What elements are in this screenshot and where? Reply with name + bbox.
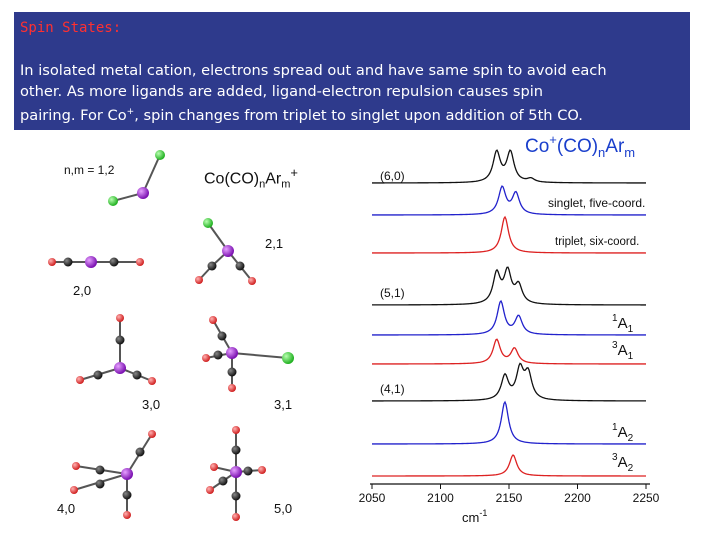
formula-plus: + (290, 165, 298, 180)
x-tick-label: 2100 (427, 491, 454, 505)
molecule-4-0 (70, 430, 156, 519)
formula-m: m (281, 178, 291, 191)
x-tick-label: 2050 (359, 491, 386, 505)
molecule-2-1 (195, 218, 256, 285)
trace-label-5-1: (5,1) (380, 286, 405, 300)
spectrum-trace-4 (372, 266, 646, 306)
structure-label-2-1: 2,1 (265, 236, 284, 251)
body-line-1: In isolated metal cation, electrons spre… (20, 62, 607, 79)
spectrum-trace-3 (372, 215, 647, 254)
header-banner: Spin States: In isolated metal cation, e… (14, 12, 690, 130)
trace-label-4-1: (4,1) (380, 382, 405, 396)
formula-ar: Ar (265, 170, 282, 188)
x-tick-label: 2250 (633, 491, 660, 505)
structure-label-3-0: 3,0 (142, 397, 161, 412)
x-axis-unit: cm-1 (462, 508, 487, 525)
state-label-1A1: 1A1 (612, 313, 634, 335)
structure-drawings (48, 150, 294, 521)
spectra-title: Co+(CO)nArm (525, 132, 635, 160)
x-tick-label: 2200 (564, 491, 591, 505)
structure-label-5-0: 5,0 (274, 501, 293, 516)
spectrum-trace-2 (372, 185, 646, 216)
formula-main: Co(CO) (204, 170, 260, 188)
body-line-3-pre: pairing. For Co (20, 106, 127, 124)
state-label-3A1: 3A1 (612, 340, 634, 362)
body-line-3: pairing. For Co+, spin changes from trip… (20, 102, 688, 126)
trace-label-singlet: singlet, five-coord. (548, 196, 645, 210)
spectrum-trace-9 (372, 454, 646, 477)
structure-label-3-1: 3,1 (274, 397, 293, 412)
slide-body: In isolated metal cation, electrons spre… (20, 60, 688, 126)
spectra-traces (371, 149, 647, 477)
state-label-3A2: 3A2 (612, 452, 634, 474)
slide-title: Spin States: (20, 20, 122, 36)
spectrum-trace-7 (372, 362, 647, 402)
spectrum-trace-6 (372, 338, 646, 365)
molecule-3-1 (202, 316, 294, 392)
spectrum-trace-1 (372, 149, 646, 184)
trace-label-triplet: triplet, six-coord. (555, 236, 639, 248)
spectrum-trace-5 (371, 299, 646, 336)
x-tick-label: 2150 (496, 491, 523, 505)
structure-header-label: n,m = 1,2 (64, 163, 115, 177)
molecule-2-0 (48, 256, 144, 268)
x-axis-ticks: 2050 2100 2150 2200 2250 (359, 484, 660, 505)
body-line-2: other. As more ligands are added, ligand… (20, 83, 544, 100)
trace-label-6-0: (6,0) (380, 169, 405, 183)
formula-n: n (259, 178, 266, 191)
structure-formula: Co(CO)nArm+ (204, 165, 298, 191)
cation-charge: + (126, 107, 135, 117)
molecule-3-0 (76, 314, 156, 385)
molecule-1-2 (108, 150, 165, 206)
structure-label-4-0: 4,0 (57, 501, 76, 516)
structure-label-2-0: 2,0 (73, 283, 92, 298)
molecule-5-0 (206, 426, 266, 521)
state-label-1A2: 1A2 (612, 422, 634, 444)
spectrum-trace-8 (372, 400, 646, 445)
body-line-3-post: , spin changes from triplet to singlet u… (134, 106, 583, 124)
